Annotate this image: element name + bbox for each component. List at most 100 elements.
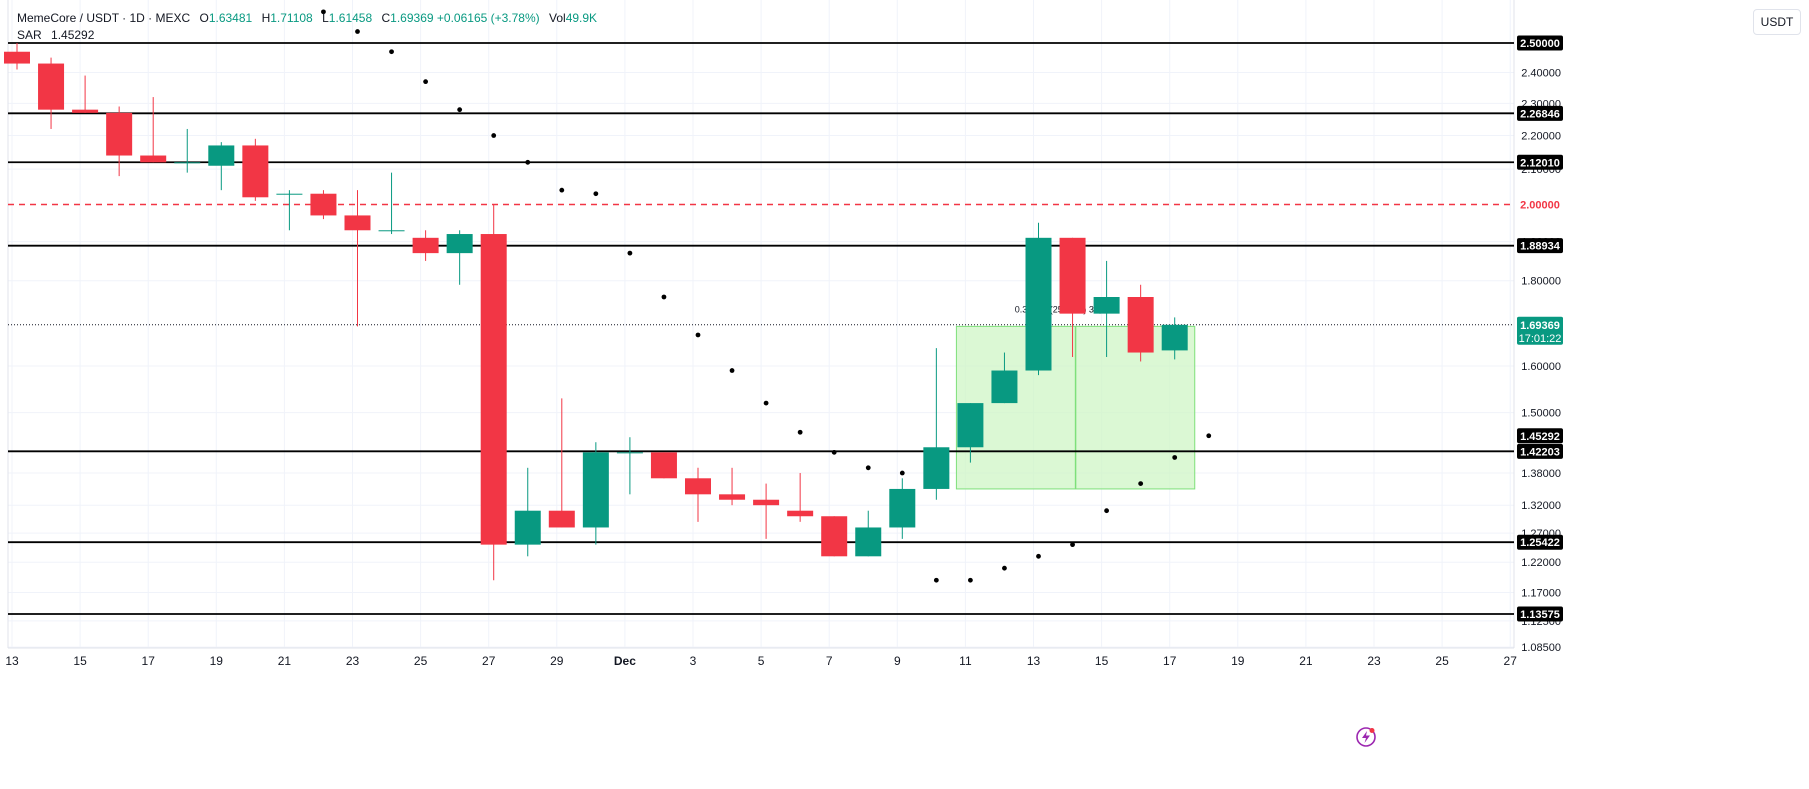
level-price-tag: 2.50000 <box>1520 38 1560 50</box>
sar-dot <box>525 159 531 165</box>
candle-body <box>1127 297 1154 353</box>
level-price-tag: 2.12010 <box>1520 157 1560 169</box>
level-price-tag-bg <box>1517 534 1563 550</box>
sar-dot <box>559 187 565 193</box>
candle-body <box>38 63 65 110</box>
candle-body <box>1093 297 1120 314</box>
x-tick-label: 23 <box>1367 654 1381 668</box>
sar-dot <box>763 400 769 406</box>
x-tick-label: 17 <box>142 654 156 668</box>
x-tick-label: 25 <box>414 654 428 668</box>
x-tick-label: 19 <box>210 654 224 668</box>
x-tick-label: Dec <box>614 654 636 668</box>
candle-body <box>514 510 541 545</box>
x-tick-label: 5 <box>758 654 765 668</box>
sar-dot <box>491 133 497 138</box>
close-value: 1.69369 <box>390 11 434 25</box>
level-price-tag-bg <box>1517 238 1563 254</box>
level-price-tag: 1.25422 <box>1520 537 1560 549</box>
chart-legend: MemeCore / USDT · 1D · MEXC O1.63481 H1.… <box>17 10 597 44</box>
sar-dot <box>797 429 803 435</box>
sar-dot <box>661 294 667 300</box>
x-tick-label: 11 <box>959 654 972 668</box>
sar-dot <box>423 79 428 85</box>
y-tick-label: 1.08500 <box>1521 642 1561 654</box>
currency-selector[interactable]: USDT <box>1753 9 1801 35</box>
x-tick-label: 13 <box>1027 654 1041 668</box>
dashed-level-price-tag: 2.00000 <box>1520 199 1560 211</box>
dashed-level-price-tag-bg <box>1517 196 1563 212</box>
candle-body <box>344 215 371 231</box>
candle-body <box>1025 237 1052 371</box>
y-tick-label: 1.32000 <box>1521 500 1561 512</box>
x-tick-label: 19 <box>1231 654 1245 668</box>
candle-body <box>650 452 677 479</box>
level-price-tag: 1.42203 <box>1520 446 1560 458</box>
candle-body <box>719 494 746 500</box>
lightning-icon[interactable] <box>1355 726 1377 748</box>
x-tick-label: 29 <box>550 654 564 668</box>
x-tick-label: 27 <box>1504 654 1518 668</box>
y-tick-label: 1.80000 <box>1521 276 1561 288</box>
candle-body <box>72 109 99 113</box>
candle-body <box>582 452 609 528</box>
sar-dot <box>457 107 463 113</box>
x-tick-label: 21 <box>1299 654 1313 668</box>
level-price-tag-bg <box>1517 35 1563 51</box>
candle-body <box>923 447 950 489</box>
candle-body <box>208 145 235 166</box>
candle-body <box>855 527 882 557</box>
last-price-tag: 1.69369 <box>1520 320 1560 332</box>
y-tick-label: 1.60000 <box>1521 361 1561 373</box>
level-price-tag: 2.26846 <box>1520 108 1560 120</box>
y-tick-label: 1.50000 <box>1521 408 1561 420</box>
low-label: L <box>322 11 329 25</box>
candle-body <box>480 234 507 545</box>
x-tick-label: 9 <box>894 654 901 668</box>
sar-dot <box>355 29 360 34</box>
sar-label[interactable]: SAR <box>17 28 42 42</box>
sar-dot <box>1002 565 1007 571</box>
x-tick-label: 3 <box>690 654 697 668</box>
price-tag: 1.45292 <box>1520 431 1560 443</box>
candle-body <box>412 237 439 254</box>
sar-dot <box>1036 553 1041 559</box>
level-price-tag: 1.88934 <box>1520 241 1561 253</box>
sar-dot <box>729 368 735 373</box>
candle-body <box>616 452 643 454</box>
x-tick-label: 15 <box>1095 654 1109 668</box>
change-value: +0.06165 (+3.78%) <box>436 11 540 25</box>
x-tick-label: 25 <box>1435 654 1449 668</box>
y-tick-label: 2.40000 <box>1521 68 1561 80</box>
sar-dot <box>899 470 905 476</box>
sar-dot <box>695 332 701 338</box>
candle-body <box>889 488 916 528</box>
sar-dot <box>1206 433 1212 439</box>
last-price-tag-bg <box>1517 316 1563 345</box>
sar-dot <box>321 9 326 15</box>
candle-body <box>991 370 1018 404</box>
open-label: O <box>199 11 209 25</box>
sar-dot <box>1104 508 1109 514</box>
x-tick-label: 13 <box>5 654 19 668</box>
candle-body <box>276 193 303 195</box>
candle-body <box>4 51 30 64</box>
sar-value: 1.45292 <box>51 28 95 42</box>
candle-body <box>174 162 201 164</box>
level-price-tag-bg <box>1517 105 1563 121</box>
sar-dot <box>865 465 871 471</box>
candle-body <box>1161 324 1188 351</box>
symbol-title[interactable]: MemeCore / USDT · 1D · MEXC <box>17 11 191 25</box>
sar-dot <box>1138 481 1144 486</box>
candle-body <box>446 234 473 254</box>
volume-value: 49.9K <box>565 11 598 25</box>
candle-body <box>1059 237 1086 314</box>
candle-body <box>106 112 133 156</box>
y-tick-label: 1.22000 <box>1521 557 1561 569</box>
x-tick-label: 27 <box>482 654 496 668</box>
high-label: H <box>261 11 271 25</box>
x-tick-label: 17 <box>1163 654 1177 668</box>
volume-label: Vol <box>549 11 566 25</box>
